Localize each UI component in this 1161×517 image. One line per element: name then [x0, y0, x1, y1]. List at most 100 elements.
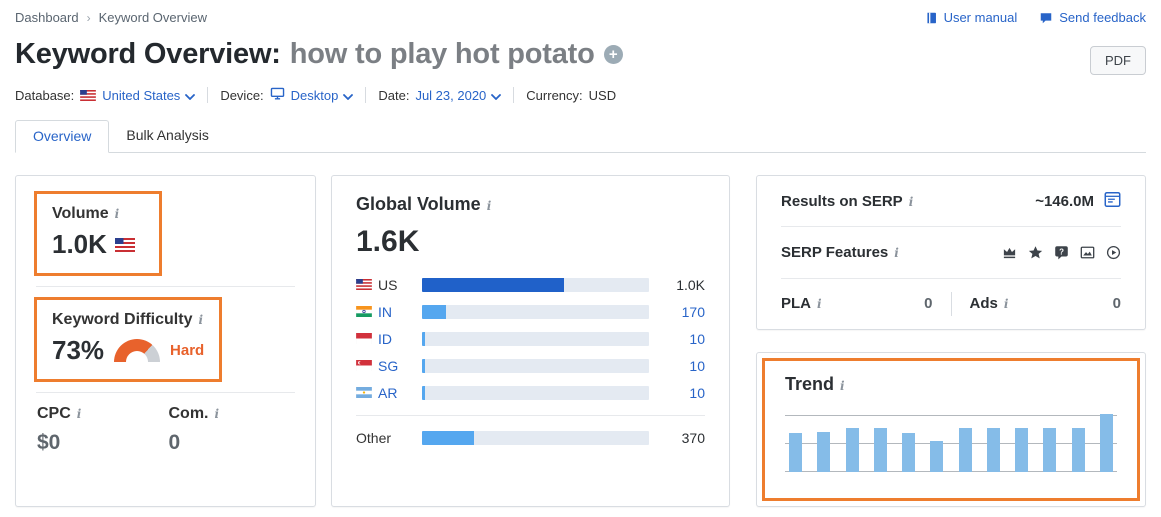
info-icon[interactable]: i: [76, 407, 82, 421]
filter-separator: [513, 87, 515, 103]
keyword-difficulty-highlight-box: Keyword Difficulty i 73% Hard: [34, 297, 223, 382]
volume-bar-track: [422, 431, 649, 445]
cpc-value: $0: [37, 431, 61, 454]
volume-label: Volume: [52, 205, 109, 222]
country-label[interactable]: IN: [378, 304, 392, 320]
country-volume-value[interactable]: 170: [681, 304, 705, 320]
pdf-export-button[interactable]: PDF: [1090, 46, 1146, 75]
gridline: [785, 471, 1117, 472]
cpc-block: CPC i $0: [34, 405, 166, 455]
add-keyword-icon[interactable]: +: [603, 45, 623, 64]
country-volume-row: US 1.0K: [356, 275, 705, 295]
svg-text:?: ?: [1059, 247, 1064, 256]
database-label: Database:: [15, 87, 75, 103]
volume-bar-fill: [422, 332, 425, 346]
info-icon[interactable]: i: [817, 297, 822, 312]
trend-bar: [845, 428, 859, 472]
breadcrumb-dashboard[interactable]: Dashboard: [15, 10, 79, 25]
serp-features-label: SERP Features: [781, 243, 889, 261]
send-feedback-link[interactable]: Send feedback: [1039, 10, 1146, 25]
country-label[interactable]: SG: [378, 358, 399, 374]
competition-block: Com. i 0: [166, 405, 298, 455]
device-filter: Device: Desktop: [220, 87, 354, 103]
volume-bar-fill: [422, 278, 564, 292]
info-icon[interactable]: i: [214, 407, 220, 421]
serp-feature-icons: ?: [1002, 245, 1121, 260]
volume-bar-track: [422, 332, 649, 346]
trend-chart: [785, 408, 1117, 472]
page-title: Keyword Overview: how to play hot potato…: [15, 38, 623, 71]
divider: [36, 392, 295, 393]
monitor-icon: [270, 87, 285, 103]
filters-bar: Database: United States Device: Desktop …: [15, 87, 1146, 103]
country-label[interactable]: ID: [378, 331, 392, 347]
trend-bar: [930, 441, 944, 472]
info-icon[interactable]: i: [486, 199, 492, 213]
global-volume-total: 1.6K: [356, 225, 420, 258]
volume-bar-track: [422, 359, 649, 373]
info-icon[interactable]: i: [1003, 297, 1009, 312]
user-manual-link[interactable]: User manual: [925, 10, 1017, 25]
volume-bar-fill: [422, 386, 425, 400]
country-volume-row: ID 10: [356, 329, 705, 349]
gridline: [785, 415, 1117, 416]
cpc-label: CPC: [37, 405, 71, 422]
info-icon[interactable]: i: [908, 194, 914, 209]
trend-bar: [902, 433, 916, 472]
info-icon[interactable]: i: [894, 245, 899, 260]
database-dropdown[interactable]: United States: [102, 88, 196, 103]
info-icon[interactable]: i: [114, 207, 120, 221]
id-flag-icon: [356, 333, 372, 344]
ar-flag-icon: [356, 387, 372, 398]
volume-bar-track: [422, 278, 649, 292]
device-value: Desktop: [290, 87, 339, 103]
trend-bar: [1071, 428, 1085, 472]
reviews-star-icon: [1028, 245, 1043, 260]
country-volume-value[interactable]: 10: [689, 358, 705, 374]
country-volume-row: AR 10: [356, 383, 705, 403]
date-label: Date:: [378, 87, 410, 103]
device-label: Device:: [220, 87, 264, 103]
date-dropdown[interactable]: Jul 23, 2020: [415, 88, 502, 103]
tab-overview[interactable]: Overview: [15, 120, 110, 153]
overview-cards: Volume i 1.0K Keyword Difficulty i 73% Har…: [15, 175, 1146, 507]
trend-title-row: Trend i: [785, 374, 1117, 395]
chevron-down-icon: [343, 88, 354, 103]
vertical-divider: [950, 291, 952, 316]
country-label[interactable]: AR: [378, 385, 398, 401]
right-column: Results on SERP i ~146.0M SERP Features i …: [756, 175, 1146, 507]
volume-card: Volume i 1.0K Keyword Difficulty i 73% Har…: [15, 175, 316, 507]
pla-value: 0: [924, 295, 933, 313]
global-volume-title: Global Volume: [356, 194, 481, 214]
trend-highlight-box: Trend i: [762, 358, 1140, 501]
global-volume-title-row: Global Volume i: [356, 194, 705, 215]
country-volume-value[interactable]: 10: [689, 331, 705, 347]
device-dropdown[interactable]: Desktop: [291, 88, 354, 103]
pla-block: PLA i 0: [781, 295, 951, 312]
page-title-prefix: Keyword Overview:: [15, 38, 281, 70]
tab-bar: Overview Bulk Analysis: [15, 120, 1146, 153]
country-volume-value[interactable]: 10: [689, 385, 705, 401]
crown-icon: [1002, 245, 1017, 260]
info-icon[interactable]: i: [198, 313, 204, 327]
trend-bar: [958, 428, 972, 472]
in-flag-icon: [356, 306, 372, 317]
volume-bar-fill: [422, 359, 425, 373]
country-label: Other: [356, 430, 392, 446]
serp-card: Results on SERP i ~146.0M SERP Features i …: [756, 175, 1146, 330]
country-volume-row: IN 170: [356, 302, 705, 322]
tab-bulk-analysis[interactable]: Bulk Analysis: [126, 127, 209, 143]
trend-card: Trend i: [756, 352, 1146, 507]
serp-snapshot-icon[interactable]: [1104, 191, 1121, 212]
book-icon: [925, 11, 938, 25]
speech-bubble-icon: [1039, 11, 1053, 25]
volume-value: 1.0K: [52, 229, 107, 259]
global-volume-card: Global Volume i 1.6K US 1.0K IN 170 ID 10 SG 10 A…: [331, 175, 730, 507]
divider: [36, 286, 295, 287]
cpc-com-row: CPC i $0 Com. i 0: [34, 405, 297, 455]
serp-features-row: SERP Features i ?: [781, 226, 1121, 277]
us-flag-icon: [356, 279, 372, 290]
info-icon[interactable]: i: [840, 379, 845, 393]
sg-flag-icon: [356, 360, 372, 371]
